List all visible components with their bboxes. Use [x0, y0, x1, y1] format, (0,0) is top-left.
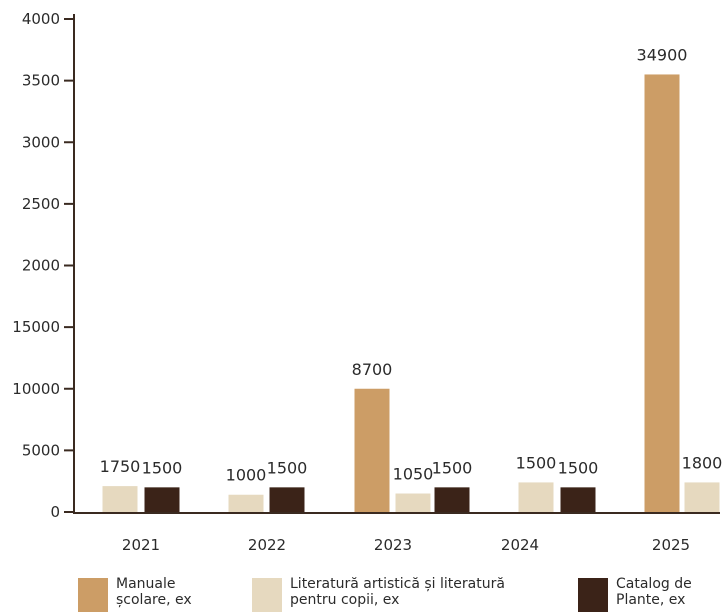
- bar-literatura: [228, 494, 264, 512]
- data-label: 1500: [432, 458, 473, 477]
- y-tick-label: 5000: [22, 441, 60, 459]
- y-tick-label: 3000: [22, 133, 60, 151]
- legend-label-catalog: Catalog de Plante, ex: [616, 576, 692, 608]
- y-tick-label: 2000: [22, 257, 60, 275]
- x-tick-label: 2023: [374, 536, 412, 554]
- x-tick-label: 2022: [248, 536, 286, 554]
- data-label: 1800: [682, 453, 723, 472]
- data-label: 8700: [352, 360, 393, 379]
- data-label: 34900: [637, 45, 688, 64]
- data-label: 1500: [142, 458, 183, 477]
- bar-manuale: [644, 74, 680, 513]
- legend-label-literatura: Literatură artistică și literatură pentr…: [290, 576, 505, 608]
- data-label: 1500: [267, 458, 308, 477]
- bar-catalog: [434, 487, 470, 512]
- data-label: 1500: [516, 453, 557, 472]
- bar-literatura: [102, 486, 138, 512]
- bar-literatura: [395, 493, 431, 512]
- legend-item-manuale: Manuale școlare, ex: [78, 576, 192, 612]
- y-tick-label: 2500: [22, 195, 60, 213]
- bar-chart: 0 5000 10000 15000 2000 2500 3000 3500 4000 2021 1…: [12, 10, 723, 554]
- data-label: 1000: [226, 466, 267, 485]
- legend-swatch-catalog: [578, 578, 608, 612]
- y-tick-label: 0: [50, 503, 60, 521]
- x-tick-label: 2021: [122, 536, 160, 554]
- bar-literatura: [518, 482, 554, 512]
- data-label: 1750: [100, 457, 141, 476]
- legend-item-catalog: Catalog de Plante, ex: [578, 576, 692, 612]
- data-label: 1500: [558, 458, 599, 477]
- legend-swatch-literatura: [252, 578, 282, 612]
- y-tick-label: 15000: [12, 318, 60, 336]
- x-tick-label: 2025: [652, 536, 690, 554]
- bar-catalog: [269, 487, 305, 512]
- bar-manuale: [354, 388, 390, 512]
- y-tick-label: 3500: [22, 72, 60, 90]
- bar-catalog: [144, 487, 180, 512]
- bar-catalog: [560, 487, 596, 512]
- y-tick-label: 10000: [12, 380, 60, 398]
- legend-item-literatura: Literatură artistică și literatură pentr…: [252, 576, 505, 612]
- x-tick-label: 2024: [501, 536, 539, 554]
- bar-literatura: [684, 482, 720, 512]
- legend-label-manuale: Manuale școlare, ex: [116, 576, 192, 608]
- legend: Manuale școlare, ex Literatură artistică…: [0, 576, 726, 612]
- data-label: 1050: [393, 465, 434, 484]
- legend-swatch-manuale: [78, 578, 108, 612]
- y-tick-label: 4000: [22, 10, 60, 28]
